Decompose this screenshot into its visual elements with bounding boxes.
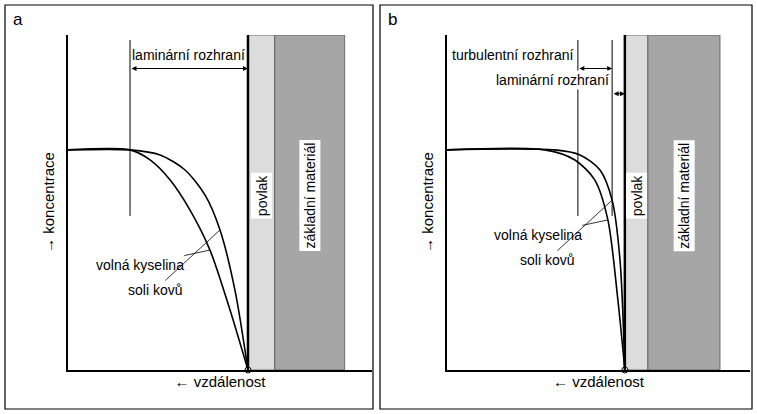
svg-text:základní materiál: základní materiál	[302, 143, 318, 249]
svg-text:laminární rozhraní: laminární rozhraní	[132, 47, 245, 63]
svg-text:turbulentní rozhraní: turbulentní rozhraní	[452, 47, 574, 63]
svg-text:← vzdálenost: ← vzdálenost	[553, 373, 645, 390]
svg-text:povlak: povlak	[254, 175, 270, 216]
svg-text:→ koncentrace: → koncentrace	[419, 152, 436, 253]
svg-text:soli kovů: soli kovů	[128, 282, 182, 298]
svg-text:a: a	[13, 10, 23, 29]
svg-text:laminární rozhraní: laminární rozhraní	[496, 72, 609, 88]
svg-text:soli kovů: soli kovů	[520, 252, 574, 268]
svg-text:b: b	[388, 10, 397, 29]
svg-text:volná kyselina: volná kyselina	[494, 227, 582, 243]
svg-text:volná kyselina: volná kyselina	[96, 257, 184, 273]
svg-text:povlak: povlak	[629, 175, 645, 216]
svg-text:základní materiál: základní materiál	[676, 143, 692, 249]
svg-text:← vzdálenost: ← vzdálenost	[175, 373, 267, 390]
svg-text:→ koncentrace: → koncentrace	[40, 152, 57, 253]
